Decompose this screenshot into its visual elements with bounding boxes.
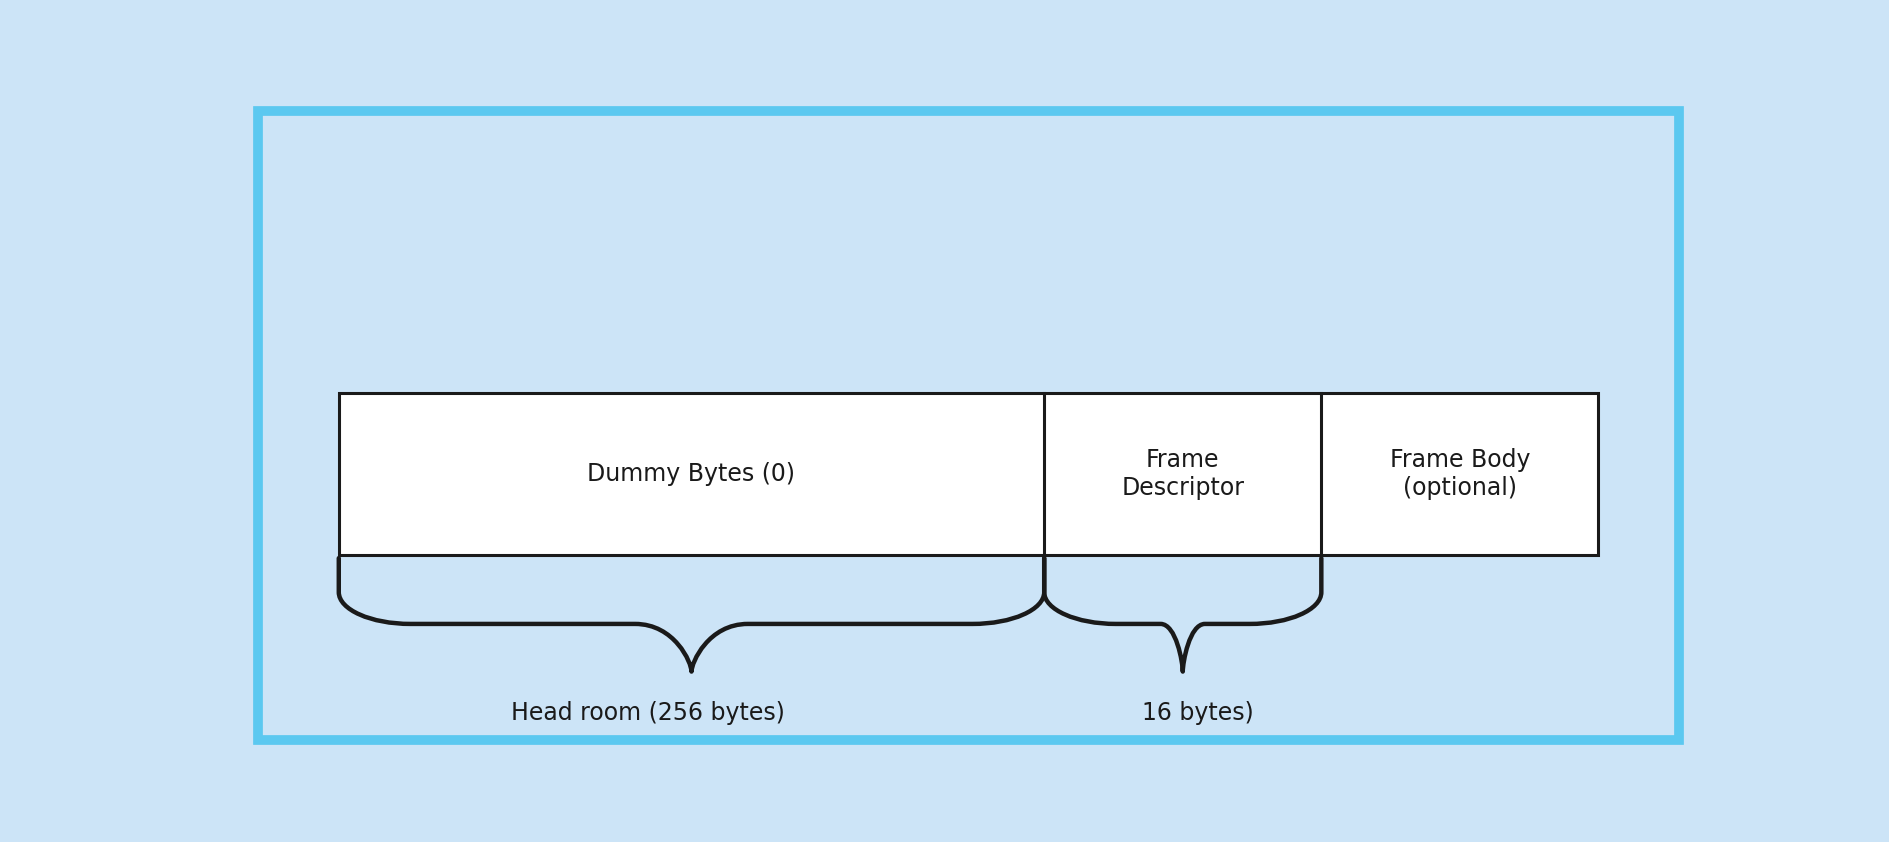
Text: 16 bytes): 16 bytes) [1141,701,1252,725]
Text: Head room (256 bytes): Head room (256 bytes) [510,701,784,725]
Text: Frame
Descriptor: Frame Descriptor [1120,448,1243,500]
Bar [338,392,1598,555]
Text: Dummy Bytes (0): Dummy Bytes (0) [587,461,795,486]
Text: Frame Body
(optional): Frame Body (optional) [1388,448,1530,500]
